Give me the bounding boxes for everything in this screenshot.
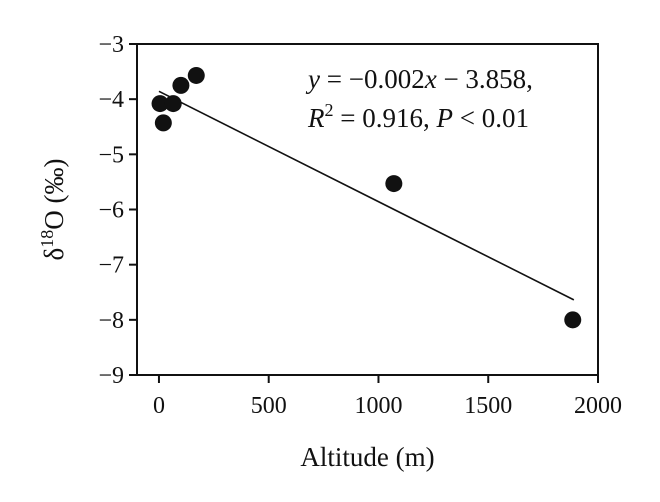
data-point [187, 66, 205, 84]
y-tick-label: −7 [98, 253, 124, 279]
data-point [172, 76, 190, 94]
data-point [385, 175, 403, 193]
x-tick-label: 1000 [354, 393, 402, 419]
y-tick-label: −6 [98, 198, 124, 224]
x-axis-title: Altitude (m) [300, 442, 434, 472]
y-axis-ticks: −3 −4 −5 −6 −7 −8 −9 [98, 32, 137, 389]
regression-statistics: R2 = 0.916, P < 0.01 [307, 100, 529, 133]
x-tick-label: 500 [251, 393, 287, 419]
data-point [164, 95, 182, 113]
x-tick-label: 1500 [464, 393, 512, 419]
x-tick-label: 2000 [574, 393, 622, 419]
data-points [151, 66, 582, 329]
y-tick-label: −5 [98, 142, 124, 168]
y-axis-title-rest: O (‰) [39, 159, 69, 230]
y-tick-label: −8 [98, 308, 124, 334]
y-axis-title-superscript: 18 [37, 230, 57, 248]
y-tick-label: −9 [98, 363, 124, 389]
data-point [151, 95, 169, 113]
data-point [154, 114, 172, 132]
data-point [564, 311, 582, 329]
x-tick-label: 0 [153, 393, 165, 419]
y-axis-title-delta: δ [39, 248, 69, 261]
regression-equation: y = −0.002x − 3.858, [305, 64, 533, 94]
regression-line [158, 90, 575, 301]
y-tick-label: −3 [98, 32, 124, 58]
y-axis-title: δ18O (‰) [37, 159, 69, 261]
y-tick-label: −4 [98, 87, 124, 113]
x-axis-ticks: 0 500 1000 1500 2000 [153, 375, 622, 419]
regression-line-group [158, 90, 575, 301]
